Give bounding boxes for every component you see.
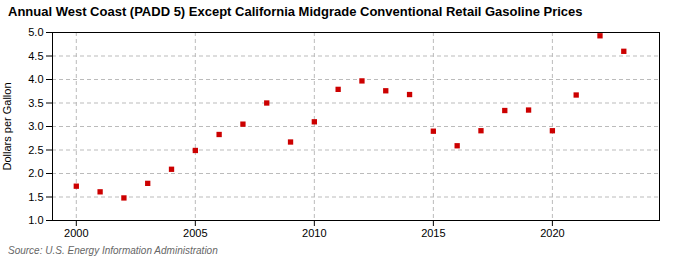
svg-text:2000: 2000 xyxy=(64,227,88,239)
svg-text:4.0: 4.0 xyxy=(28,73,43,85)
svg-text:5.0: 5.0 xyxy=(28,26,43,38)
svg-text:2.0: 2.0 xyxy=(28,167,43,179)
svg-text:2.5: 2.5 xyxy=(28,144,43,156)
svg-text:4.5: 4.5 xyxy=(28,50,43,62)
svg-text:2010: 2010 xyxy=(302,227,326,239)
html-text:Source: U.S. Energy Informatio: Source: U.S. Energy Information Administ… xyxy=(8,245,218,256)
html-text:Annual West Coast (PADD 5) Exc: Annual West Coast (PADD 5) Except Califo… xyxy=(8,4,583,19)
svg-text:3.5: 3.5 xyxy=(28,97,43,109)
svg-text:1.5: 1.5 xyxy=(28,191,43,203)
svg-text:Dollars per Gallon: Dollars per Gallon xyxy=(1,82,13,170)
svg-text:3.0: 3.0 xyxy=(28,120,43,132)
svg-text:2015: 2015 xyxy=(421,227,445,239)
svg-text:2020: 2020 xyxy=(540,227,564,239)
svg-text:2005: 2005 xyxy=(183,227,207,239)
svg-text:1.0: 1.0 xyxy=(28,214,43,226)
